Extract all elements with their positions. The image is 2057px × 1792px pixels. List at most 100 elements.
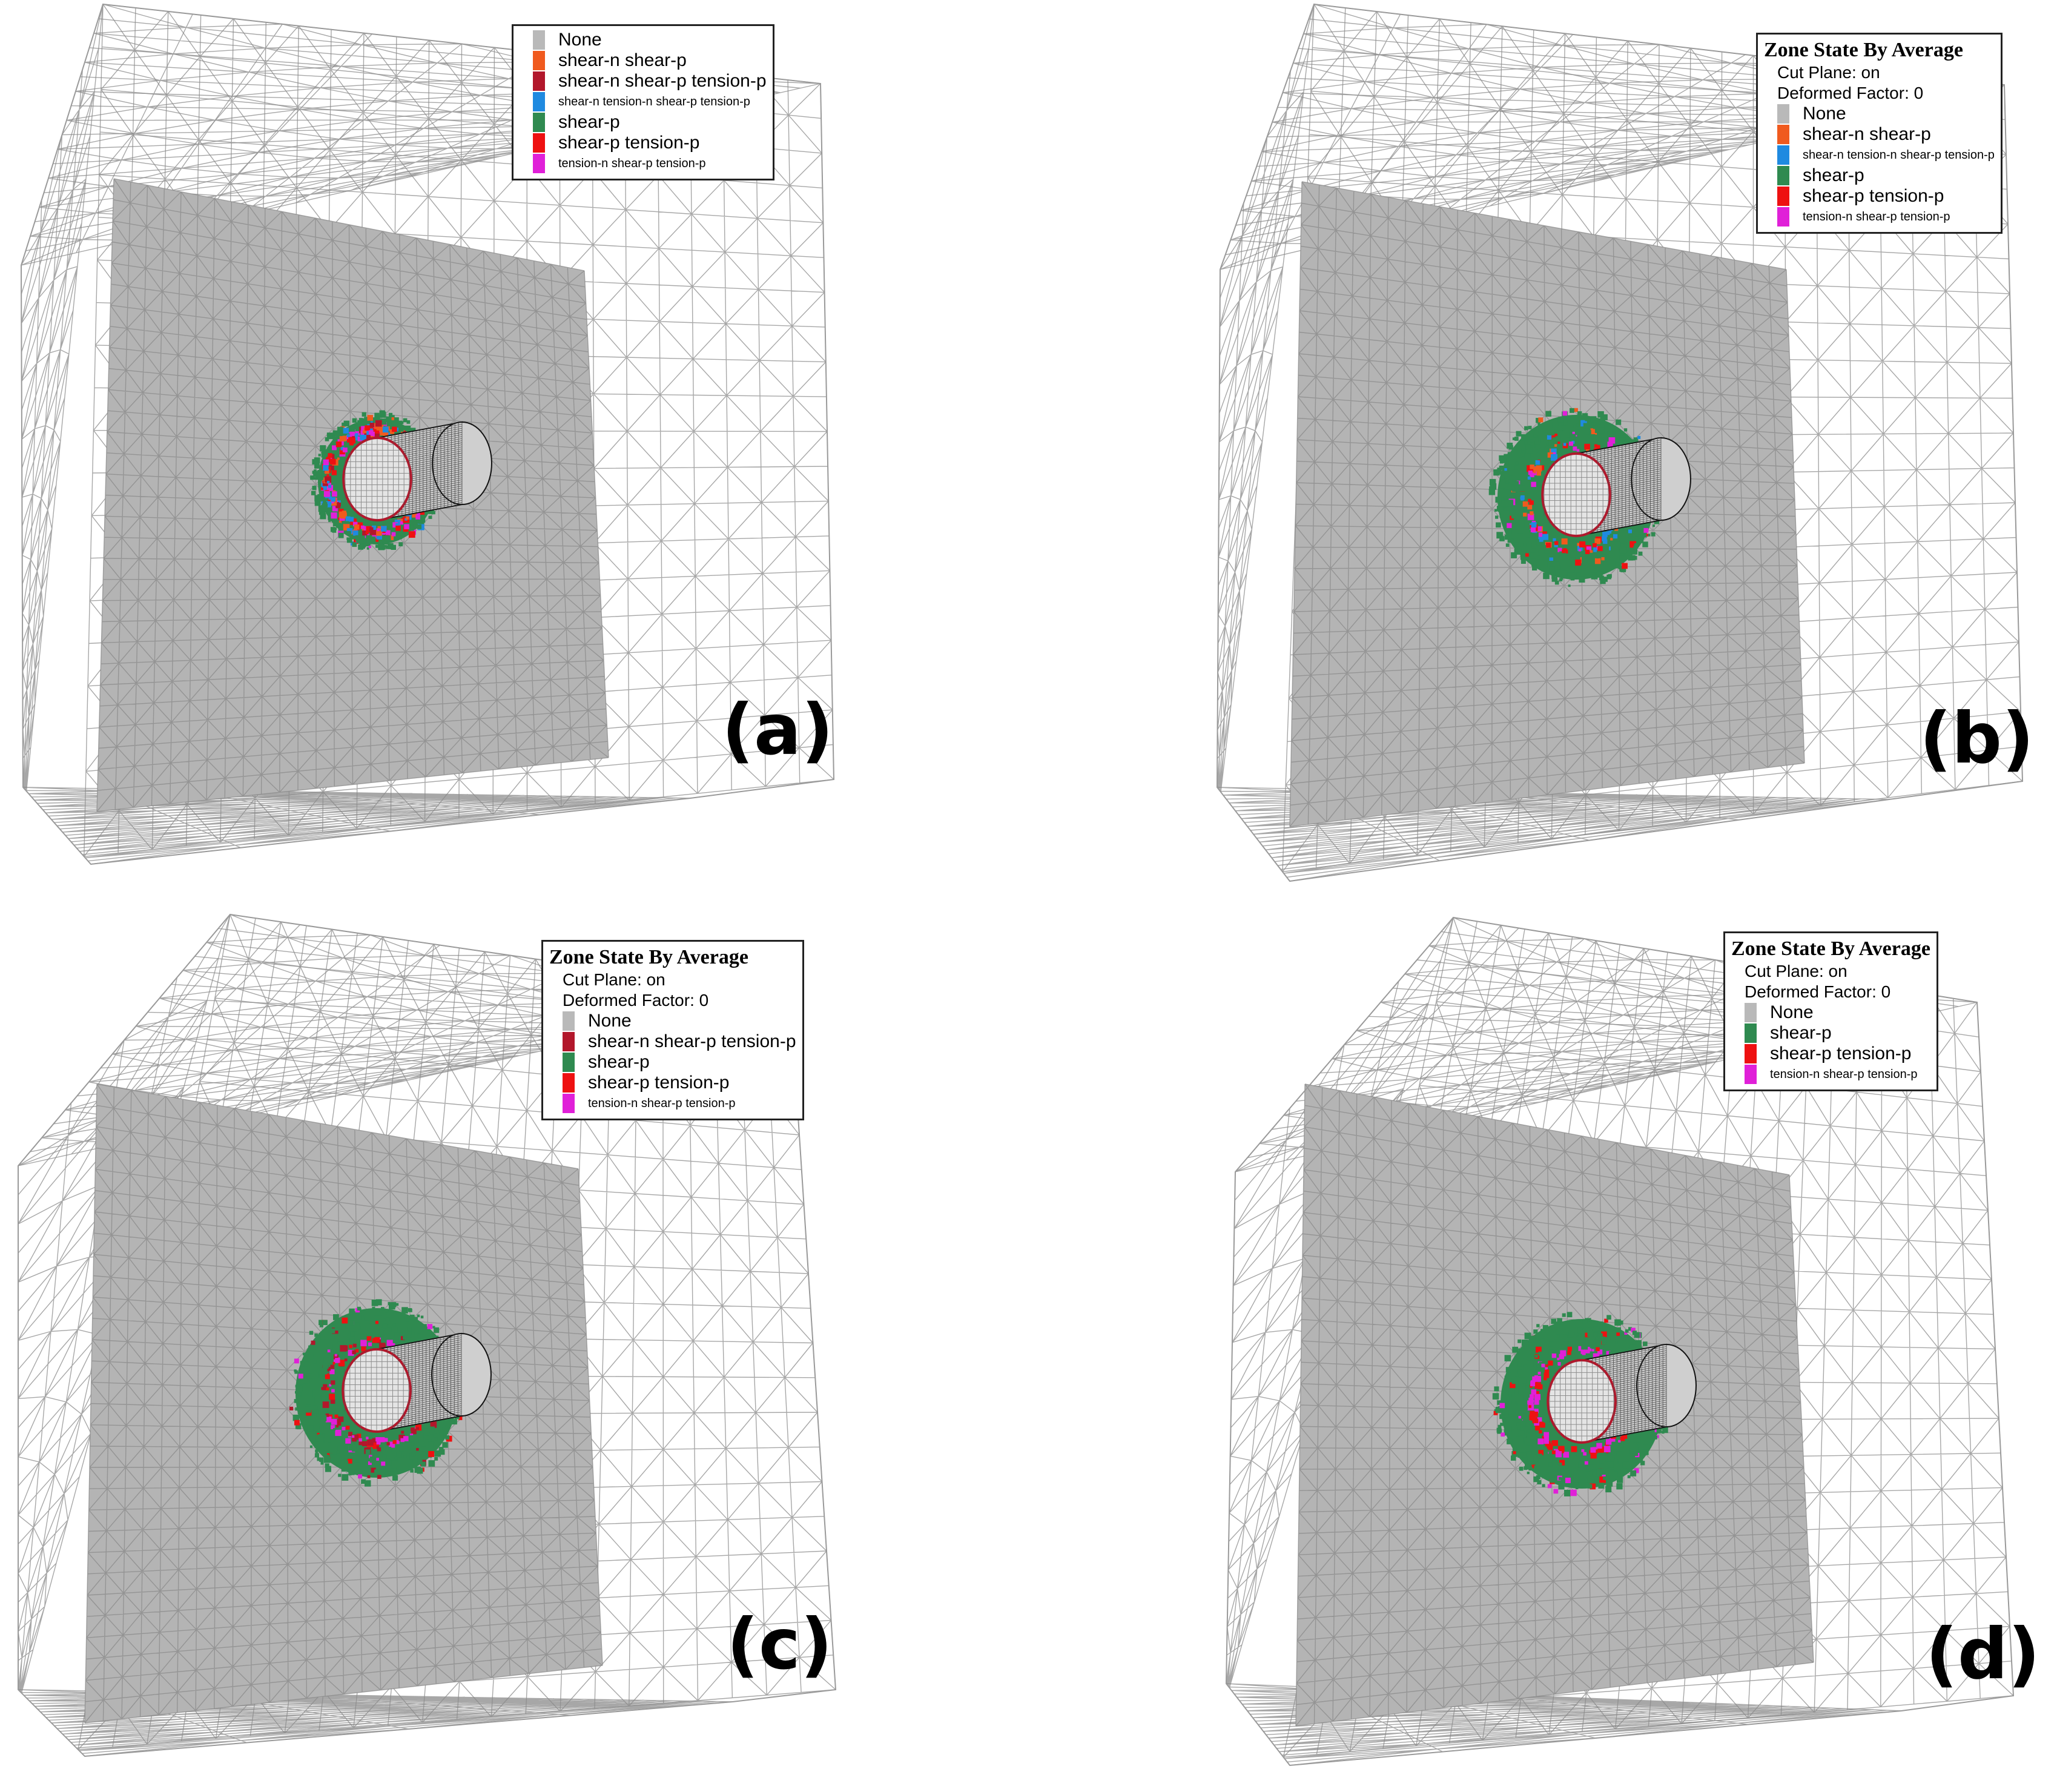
zone-element: [1533, 1412, 1538, 1417]
zone-element: [1601, 1336, 1605, 1341]
zone-element: [386, 1442, 390, 1446]
zone-element: [1528, 1433, 1534, 1440]
zone-element: [1587, 1332, 1593, 1337]
zone-element: [332, 491, 337, 497]
zone-element: [352, 1326, 358, 1332]
zone-element: [1596, 571, 1603, 578]
legend: Zone State By Average Cut Plane: on Defor…: [1756, 33, 2003, 234]
zone-element: [1616, 1483, 1623, 1490]
zone-element: [1557, 417, 1564, 423]
zone-element: [1597, 1446, 1604, 1453]
zone-element: [331, 497, 335, 502]
zone-element: [1594, 428, 1600, 433]
zone-element: [347, 434, 350, 437]
zone-element: [1524, 452, 1531, 458]
zone-element: [1565, 1478, 1571, 1483]
legend-item: shear-n shear-p tension-p: [563, 1031, 796, 1052]
zone-element: [361, 1479, 366, 1484]
zone-element: [1570, 576, 1575, 581]
zone-element: [306, 1410, 312, 1416]
zone-element: [1634, 534, 1638, 538]
zone-element: [1494, 509, 1497, 512]
zone-element: [1560, 577, 1563, 580]
zone-element: [1602, 532, 1608, 537]
zone-element: [345, 1323, 351, 1329]
zone-element: [1568, 584, 1571, 587]
zone-element: [309, 1356, 312, 1359]
zone-element: [352, 530, 358, 536]
zone-element: [1505, 454, 1510, 458]
zone-element: [1596, 1443, 1602, 1449]
zone-element: [1527, 504, 1533, 510]
zone-element: [417, 1314, 420, 1318]
zone-element: [1541, 545, 1547, 550]
zone-element: [346, 537, 352, 543]
zone-element: [294, 1399, 299, 1403]
zone-element: [374, 1458, 379, 1463]
zone-element: [328, 501, 332, 505]
zone-element: [331, 1419, 337, 1425]
zone-element: [1629, 533, 1633, 537]
zone-element: [1656, 1435, 1659, 1438]
zone-element: [1513, 481, 1519, 488]
zone-element: [383, 432, 389, 438]
zone-element: [1524, 520, 1531, 527]
zone-element: [1557, 1362, 1561, 1366]
zone-element: [352, 542, 357, 547]
zone-element: [1615, 431, 1619, 434]
zone-element: [369, 536, 376, 543]
zone-element: [416, 1448, 419, 1451]
zone-element: [1497, 1431, 1501, 1434]
zone-element: [414, 1317, 418, 1321]
zone-element: [458, 1416, 463, 1420]
zone-element: [420, 1315, 424, 1318]
legend-item: shear-p tension-p: [563, 1073, 796, 1093]
zone-element: [377, 1447, 381, 1452]
zone-element: [332, 1452, 337, 1456]
legend-item: None: [533, 30, 767, 50]
zone-element: [1557, 441, 1560, 444]
zone-element: [333, 1314, 339, 1320]
zone-element: [367, 415, 373, 421]
zone-element: [346, 436, 349, 440]
zone-element: [420, 1337, 424, 1341]
zone-element: [372, 1443, 379, 1449]
zone-element: [1497, 468, 1501, 472]
legend-list: None shear-n shear-p tension-p shear-p shea…: [549, 1011, 796, 1114]
legend-label: shear-p tension-p: [1803, 186, 1944, 206]
zone-element: [424, 1435, 429, 1440]
zone-element: [1519, 454, 1522, 458]
zone-element: [1516, 1430, 1522, 1437]
zone-element: [367, 1439, 374, 1446]
zone-element: [1536, 1324, 1540, 1327]
tunnel: [1547, 1343, 1697, 1444]
zone-element: [1496, 522, 1501, 528]
zone-element: [1656, 1429, 1660, 1433]
zone-element: [322, 449, 328, 456]
zone-element: [322, 511, 325, 514]
zone-element: [346, 531, 351, 536]
zone-element: [1511, 1455, 1516, 1461]
zone-element: [1562, 1464, 1565, 1467]
zone-element: [298, 1392, 302, 1396]
zone-element: [338, 1473, 342, 1477]
zone-element: [376, 1309, 382, 1316]
zone-element: [1629, 1447, 1636, 1454]
zone-element: [1585, 1482, 1590, 1488]
zone-element: [334, 1354, 337, 1357]
zone-element: [1635, 1432, 1641, 1438]
zone-element: [1517, 527, 1524, 534]
zone-element: [381, 1334, 385, 1337]
zone-element: [1523, 543, 1527, 546]
zone-element: [376, 530, 382, 536]
zone-element: [377, 1475, 381, 1479]
zone-element: [367, 1475, 371, 1478]
zone-element: [335, 1324, 342, 1331]
zone-element: [1545, 432, 1548, 436]
zone-element: [1517, 1363, 1522, 1367]
zone-element: [296, 1424, 302, 1430]
opening-mesh: [343, 438, 411, 520]
zone-element: [381, 1454, 387, 1460]
zone-element: [1545, 1364, 1548, 1367]
zone-element: [410, 1469, 414, 1473]
